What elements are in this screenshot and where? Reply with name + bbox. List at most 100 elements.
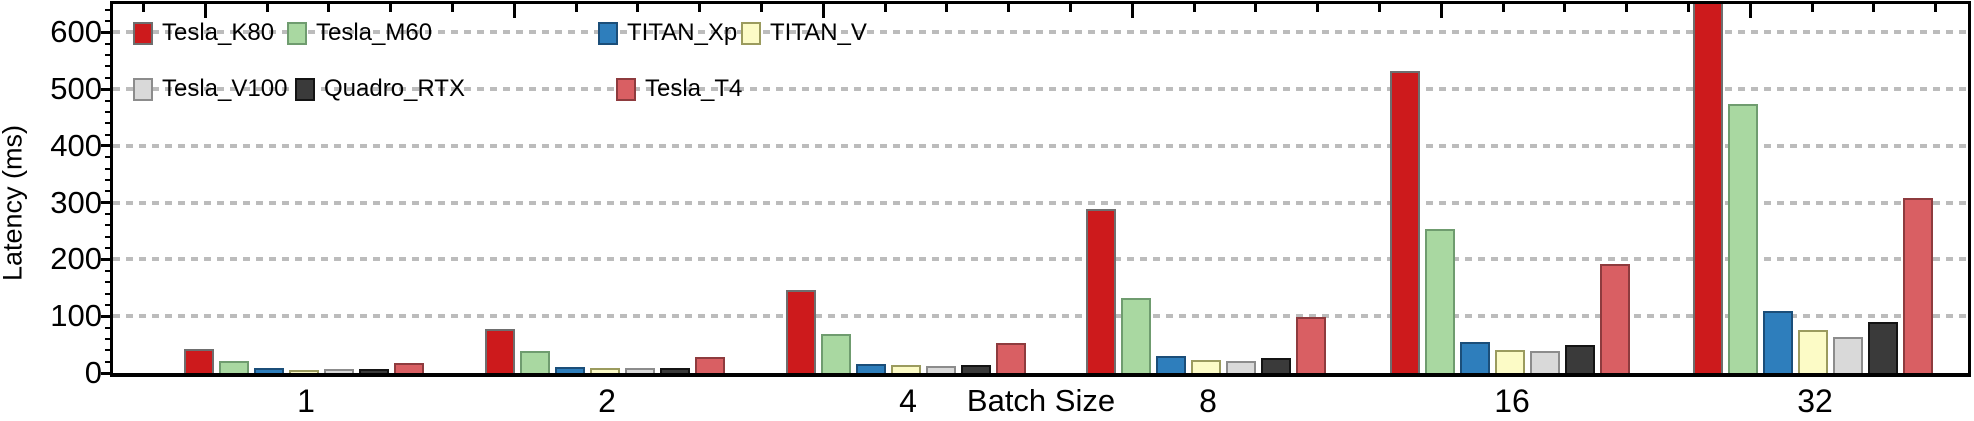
bar-TITAN_V-batch1 [288,369,319,373]
legend-label-Tesla_T4: Tesla_T4 [645,75,743,102]
top-axis-tick [1439,4,1443,18]
bar-Tesla_T4-batch8 [1295,317,1326,373]
gridline-100 [113,314,1968,319]
y-minor-tick [105,360,110,363]
y-tick-label-100: 100 [50,298,102,334]
y-major-tick [101,314,110,318]
legend-label-TITAN_Xp: TITAN_Xp [627,19,738,46]
y-minor-tick [105,42,110,45]
legend-item-Tesla_V100: Tesla_V100 [133,74,287,104]
y-major-tick [101,201,110,205]
top-axis-tick [1934,4,1938,12]
bar-Tesla_K80-batch1 [183,349,214,373]
bar-Tesla_K80-batch16 [1389,71,1420,373]
top-axis-tick [698,4,702,12]
top-axis-tick [1130,4,1134,18]
y-minor-tick [105,292,110,295]
bar-Tesla_T4-batch1 [393,363,424,373]
x-tick-label-1: 1 [297,383,315,419]
bar-Quadro_RTX-batch8 [1260,357,1291,373]
gridline-300 [113,200,1968,205]
bar-Quadro_RTX-batch32 [1867,322,1898,373]
y-minor-tick [105,156,110,159]
bar-Tesla_T4-batch16 [1599,264,1630,373]
bar-Quadro_RTX-batch1 [358,369,389,373]
bar-Tesla_K80-batch2 [484,328,515,373]
top-axis-tick [265,4,269,12]
y-minor-tick [105,133,110,136]
bar-Tesla_V100-batch16 [1529,351,1560,373]
top-axis-tick [1316,4,1320,12]
bar-TITAN_V-batch4 [890,365,921,373]
y-tick-label-500: 500 [50,71,102,107]
legend-swatch-Tesla_K80 [133,21,153,45]
y-minor-tick [105,337,110,340]
legend-swatch-Tesla_T4 [616,77,636,101]
x-tick-label-16: 16 [1494,383,1530,419]
y-minor-tick [105,269,110,272]
y-tick-label-200: 200 [50,241,102,277]
bar-TITAN_Xp-batch2 [554,367,585,373]
legend-label-TITAN_V: TITAN_V [770,19,867,46]
bar-TITAN_V-batch8 [1190,359,1221,373]
legend-label-Tesla_K80: Tesla_K80 [162,19,275,46]
gridline-200 [113,257,1968,262]
top-axis-tick [636,4,640,12]
top-axis-tick [945,4,949,12]
legend-label-Quadro_RTX: Quadro_RTX [324,75,465,102]
bar-Tesla_T4-batch4 [995,343,1026,373]
top-axis-tick [1069,4,1072,12]
legend-swatch-Tesla_V100 [133,77,153,101]
top-axis-tick [389,4,393,12]
top-axis-tick [1501,4,1505,12]
y-tick-label-400: 400 [50,127,102,163]
y-major-tick [101,30,110,34]
y-minor-tick [105,110,110,113]
legend-label-Tesla_V100: Tesla_V100 [162,75,288,102]
legend-swatch-TITAN_Xp [598,21,618,45]
y-minor-tick [105,54,110,57]
legend-swatch-Tesla_M60 [287,21,307,45]
top-axis-tick [1192,4,1196,12]
y-minor-tick [105,190,110,193]
legend-item-Tesla_K80: Tesla_K80 [133,18,274,48]
y-minor-tick [105,20,110,23]
bar-Tesla_K80-batch8 [1085,208,1116,373]
y-major-tick [101,257,110,261]
y-minor-tick [105,167,110,170]
top-axis-tick [512,4,516,18]
top-axis-tick [883,4,887,12]
gridline-600 [113,30,1968,35]
top-axis-tick [451,4,454,12]
legend-label-Tesla_M60: Tesla_M60 [316,19,433,46]
y-minor-tick [105,122,110,125]
legend-item-Quadro_RTX: Quadro_RTX [295,74,465,104]
x-tick-label-32: 32 [1797,383,1833,419]
bar-TITAN_Xp-batch32 [1762,310,1793,373]
x-tick-label-8: 8 [1199,383,1217,419]
y-minor-tick [105,8,110,11]
y-minor-tick [105,281,110,284]
top-axis-tick [1872,4,1876,12]
y-tick-label-600: 600 [50,14,102,50]
x-axis-title: Batch Size [966,383,1116,418]
y-minor-tick [105,247,110,250]
y-minor-tick [105,76,110,79]
bar-TITAN_Xp-batch4 [855,363,886,373]
bar-Tesla_K80-batch32 [1692,4,1723,373]
y-tick-label-0: 0 [84,355,102,390]
bar-TITAN_Xp-batch8 [1155,355,1186,373]
top-axis-tick [142,4,145,12]
y-minor-tick [105,178,110,181]
bar-Quadro_RTX-batch16 [1564,344,1595,373]
top-axis-tick [1378,4,1381,12]
y-tick-label-300: 300 [50,184,102,220]
y-minor-tick [105,303,110,306]
top-axis-tick [1254,4,1258,12]
top-axis-tick [760,4,763,12]
x-tick-label-4: 4 [899,383,917,419]
bar-Tesla_M60-batch2 [519,351,550,373]
top-axis-tick [821,4,825,18]
bar-TITAN_V-batch16 [1494,350,1525,373]
